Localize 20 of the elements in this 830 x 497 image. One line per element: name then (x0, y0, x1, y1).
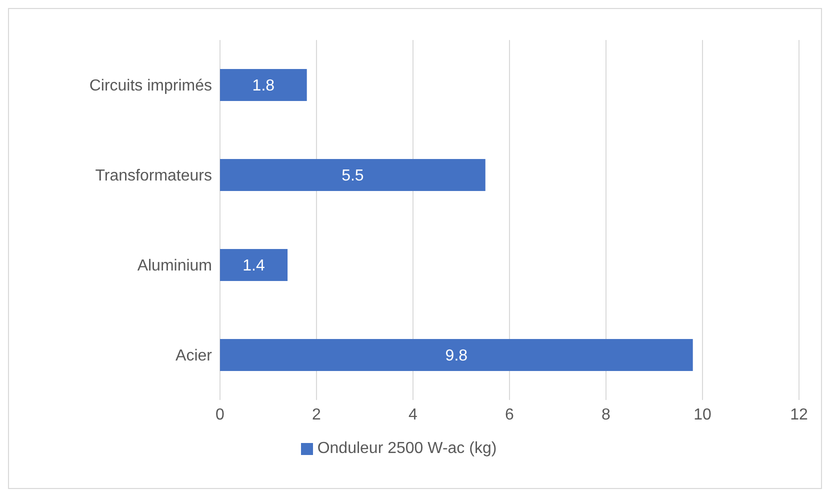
bar (220, 249, 288, 281)
x-tick-label: 0 (216, 406, 225, 424)
x-tick-label: 6 (505, 406, 514, 424)
x-tick-label: 8 (602, 406, 611, 424)
y-tick-label: Transformateurs (95, 168, 212, 185)
x-tick-label: 12 (790, 406, 808, 424)
x-tick-label: 4 (408, 406, 418, 424)
y-tick-label: Circuits imprimés (89, 78, 212, 95)
data-label: 1.4 (242, 258, 265, 275)
y-tick-label: Aluminium (137, 258, 212, 275)
bar (220, 159, 486, 191)
bar (220, 339, 693, 371)
y-tick-label: Acier (176, 348, 213, 365)
bar (220, 69, 307, 101)
legend-label: Onduleur 2500 W-ac (kg) (317, 440, 497, 457)
x-tick-label: 2 (312, 406, 322, 424)
data-label: 1.8 (252, 78, 275, 95)
data-label: 5.5 (342, 168, 364, 185)
x-tick-label: 10 (694, 406, 712, 424)
data-label: 9.8 (445, 348, 468, 365)
